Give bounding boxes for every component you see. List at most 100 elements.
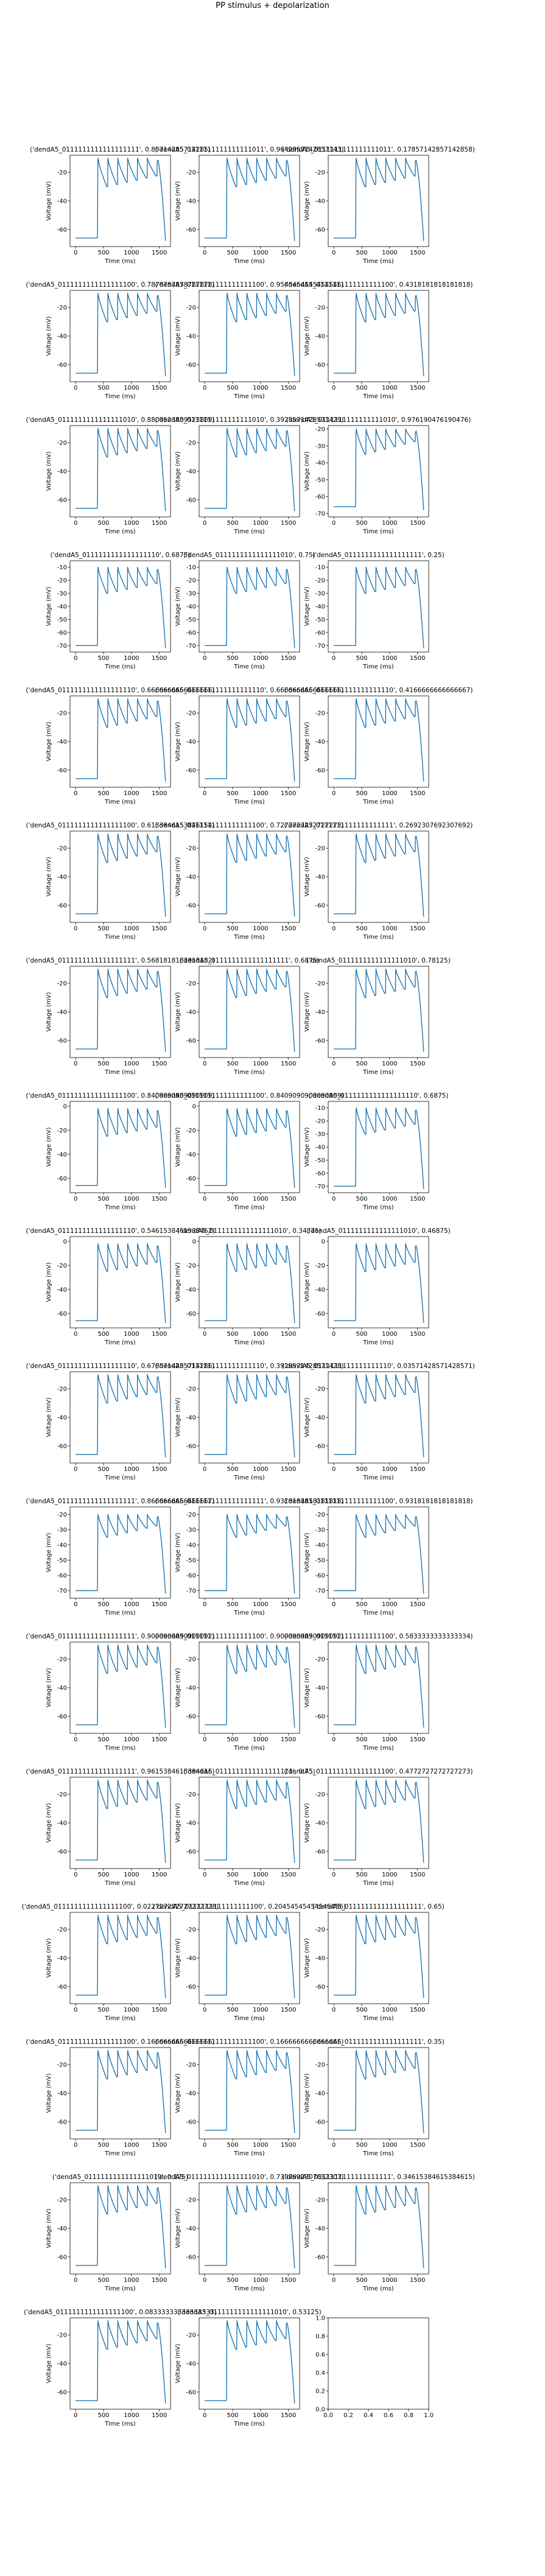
subplot-title: ('dendA5_0111111111111111111', 0.3461538…	[282, 2174, 475, 2181]
x-tick-label: 0	[74, 250, 77, 256]
x-tick-label: 1500	[281, 1196, 296, 1202]
y-tick-label: -40	[315, 1009, 325, 1016]
x-axis-label: Time (ms)	[362, 1610, 394, 1616]
y-tick-label: -60	[315, 1984, 325, 1990]
y-tick-label: -40	[57, 1956, 67, 1962]
axes-frame	[69, 2317, 171, 2410]
y-axis-label: Voltage (mV)	[304, 1127, 311, 1167]
subplot-title: ('dendA5_0111111111111111110', 0.5461538…	[26, 1227, 214, 1235]
x-tick-label: 1000	[124, 1872, 139, 1878]
voltage-trace	[205, 698, 295, 782]
y-tick-label: -60	[57, 1037, 67, 1044]
voltage-trace	[205, 2185, 295, 2269]
y-tick-label: -20	[186, 1128, 196, 1134]
x-tick-label: 1000	[124, 250, 139, 256]
voltage-trace	[76, 158, 166, 241]
y-tick-label: -40	[186, 874, 196, 881]
y-tick-label: -60	[57, 1984, 67, 1990]
x-axis-label: Time (ms)	[362, 1880, 394, 1887]
y-axis-label: Voltage (mV)	[46, 586, 52, 626]
axes-frame	[328, 155, 429, 247]
subplot: ('dendA5_0111111111111111110', 0.0357142…	[282, 1363, 475, 1481]
y-tick-label: -40	[315, 198, 325, 205]
y-tick-label: -40	[315, 1685, 325, 1692]
y-tick-label: -40	[315, 1542, 325, 1549]
subplot-title: ('dendA5_0111111111111111110', 0.6875)	[51, 552, 191, 559]
axes-frame	[328, 1236, 429, 1328]
voltage-trace	[76, 833, 166, 917]
y-axis-label: Voltage (mV)	[175, 586, 181, 626]
x-tick-label: 1500	[152, 520, 167, 527]
y-tick-label: 0.8	[315, 2334, 325, 2340]
y-axis-label: Voltage (mV)	[46, 992, 52, 1031]
y-tick-label: -70	[315, 1588, 325, 1595]
y-tick-label: -40	[315, 2226, 325, 2233]
x-tick-label: 1500	[152, 1061, 167, 1067]
y-axis-label: Voltage (mV)	[175, 1262, 181, 1302]
y-tick-label: -40	[186, 2091, 196, 2097]
subplot-title: ('dendA5_0111111111111111111', 0.25)	[312, 552, 445, 559]
subplot: ('dendA5_0111111111111111010', 0.34375)0…	[175, 1227, 322, 1346]
x-tick-label: 0	[332, 1331, 336, 1338]
x-tick-label: 1500	[410, 2007, 425, 2013]
y-tick-label: -20	[315, 1792, 325, 1799]
axes-frame	[199, 2047, 300, 2139]
x-tick-label: 0	[332, 2142, 336, 2149]
axes-frame	[199, 2317, 300, 2410]
y-tick-label: -40	[315, 874, 325, 881]
y-axis-label: Voltage (mV)	[46, 2343, 52, 2383]
x-tick-label: 500	[227, 1331, 238, 1338]
x-tick-label: 1500	[152, 2412, 167, 2419]
x-tick-label: 1000	[253, 925, 268, 932]
y-tick-label: -20	[57, 1386, 67, 1393]
x-tick-label: 1500	[410, 1872, 425, 1878]
y-tick-label: -20	[315, 1118, 325, 1125]
subplot-title: ('dendA5_0111111111111111110', 0.6666666…	[155, 687, 343, 694]
subplot-title: ('dendA5_0111111111111111111', 0.8571428…	[30, 146, 211, 153]
subplot: ('dendA5_0111111111111111111', 0.9615384…	[26, 1768, 214, 1887]
x-tick-label: 0	[74, 1061, 77, 1067]
x-tick-label: 0	[74, 1196, 77, 1202]
y-tick-label: -60	[57, 1573, 67, 1579]
axes-frame	[328, 560, 429, 653]
y-tick-label: -40	[57, 334, 67, 340]
subplot-title: ('dendA5_0111111111111111010', 0.9761904…	[286, 416, 471, 424]
subplot-title: ('dendA5_0111111111111111110', 0.3928571…	[155, 1363, 343, 1370]
y-tick-label: -20	[57, 305, 67, 312]
y-tick-label: -20	[315, 578, 325, 584]
subplot: ('dendA5_0111111111111111110', 0.6875) 0 5…	[46, 552, 190, 670]
y-tick-label: -40	[186, 2361, 196, 2368]
x-tick-label: 1000	[253, 1601, 268, 1608]
y-tick-label: -50	[186, 617, 196, 623]
x-tick-label: 0	[74, 520, 77, 527]
voltage-trace	[76, 2185, 166, 2269]
x-axis-label: Time (ms)	[362, 664, 394, 670]
x-tick-label: 1000	[253, 2277, 268, 2284]
y-tick-label: -40	[57, 604, 67, 611]
x-tick-label: 1000	[382, 1601, 397, 1608]
subplot-title: ('dendA5_0111111111111111010', 0.53125)	[177, 2309, 322, 2316]
subplot-title: ('dendA5_0111111111111111100', 0.0227272…	[22, 1903, 219, 1911]
axes-frame	[69, 2182, 171, 2275]
y-tick-label: 0.6	[315, 2352, 325, 2359]
subplot: ('dendA5_0111111111111111100', 0.9090909…	[155, 1633, 343, 1752]
subplot-title: ('dendA5_0111111111111111100', 0.8409090…	[26, 1092, 214, 1100]
y-tick-label: -40	[186, 1151, 196, 1158]
x-tick-label: 0	[332, 250, 336, 256]
x-tick-label: 1500	[281, 1736, 296, 1743]
y-tick-label: -60	[57, 226, 67, 233]
subplot: ('dendA5_0111111111111111011', 0.1785714…	[282, 146, 475, 265]
voltage-trace	[76, 567, 166, 648]
subplot: ('dendA5_0111111111111111100', 0.6153846…	[26, 822, 214, 941]
y-tick-label: -20	[186, 711, 196, 717]
y-tick-label: -20	[57, 1792, 67, 1799]
subplot: ('dendA5_0111111111111111100', 0.2045454…	[153, 1903, 346, 2022]
x-tick-label: 1000	[253, 385, 268, 391]
x-axis-label: Time (ms)	[104, 258, 136, 265]
x-tick-label: 500	[356, 1601, 367, 1608]
y-tick-label: -60	[315, 902, 325, 909]
y-tick-label: -20	[315, 170, 325, 177]
y-axis-label: Voltage (mV)	[46, 451, 52, 491]
x-tick-label: 0	[203, 2277, 206, 2284]
y-tick-label: -60	[186, 767, 196, 774]
